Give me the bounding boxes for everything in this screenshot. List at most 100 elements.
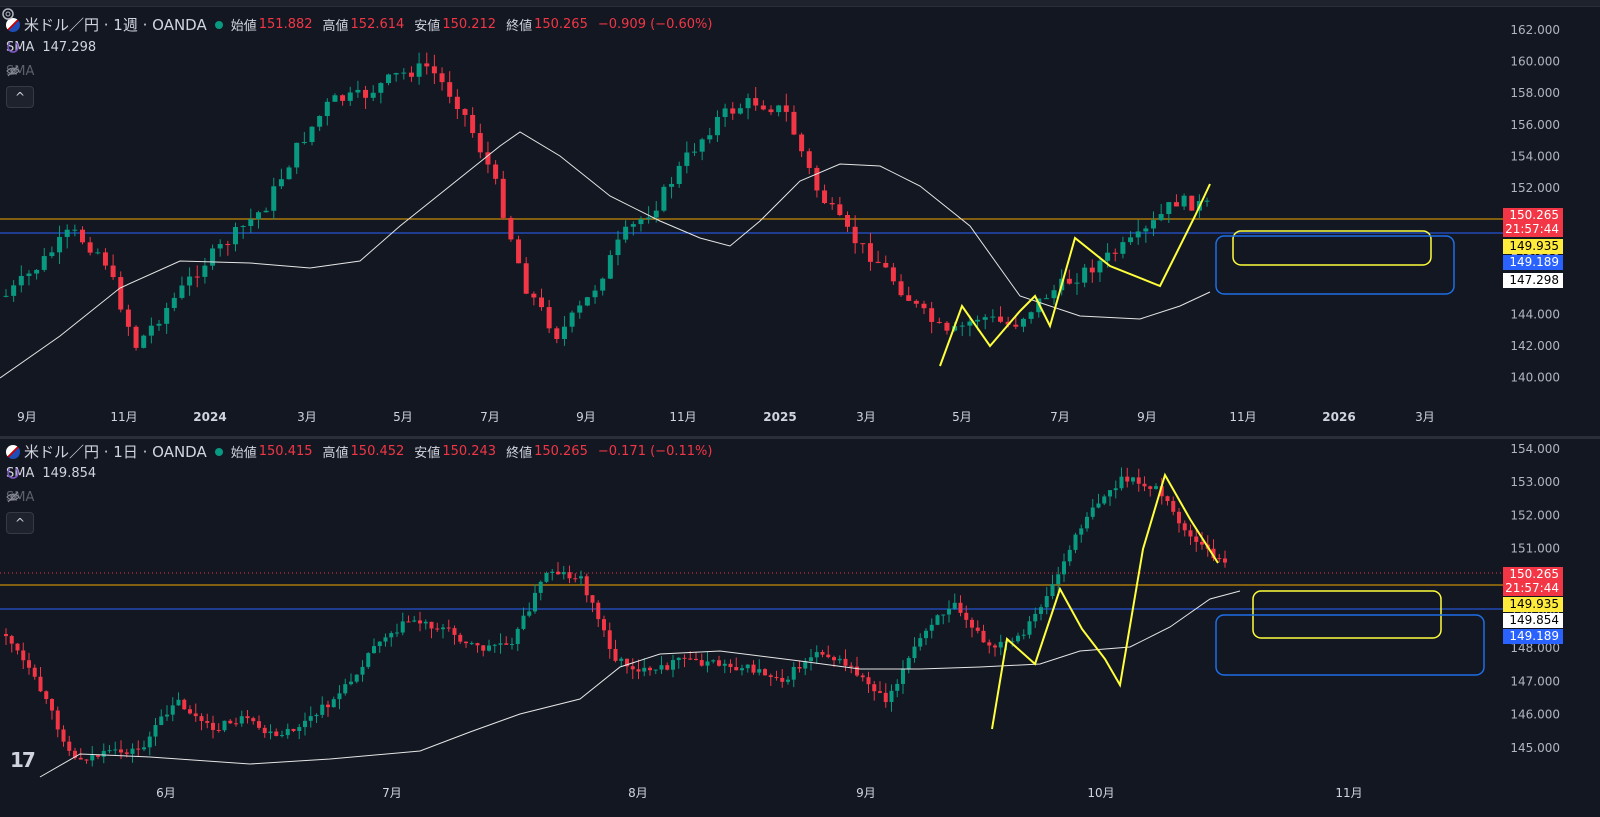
sma-indicator-row[interactable]: SMA 147.298 — [6, 40, 96, 55]
candle-body — [202, 265, 208, 277]
candle-body — [883, 692, 888, 703]
candle-body — [156, 323, 162, 326]
candle-body — [372, 646, 376, 654]
candle-body — [408, 72, 414, 77]
candle-body — [1102, 496, 1107, 504]
high-value: 150.452 — [350, 444, 405, 459]
collapse-legend-button[interactable]: ^ — [6, 512, 34, 534]
candle-body — [1135, 231, 1141, 238]
candle-body — [1113, 488, 1118, 491]
candle-body — [797, 666, 802, 669]
candle-body — [912, 646, 917, 659]
candle-body — [205, 721, 210, 723]
candle-body — [278, 179, 284, 187]
candle-body — [959, 325, 965, 327]
candle-body — [101, 750, 106, 757]
candle-body — [929, 624, 934, 631]
time-axis-label: 11月 — [1335, 786, 1362, 800]
close-price-tag: 150.265 — [1503, 567, 1563, 582]
time-axis-label: 9月 — [1137, 410, 1157, 424]
candle-body — [1136, 477, 1141, 484]
price-axis-label: 156.000 — [1510, 118, 1560, 132]
weekly-chart-canvas[interactable]: 162.000 160.000 158.000 156.000 154.000 152.0… — [0, 6, 1600, 436]
daily-chart-pane[interactable]: 154.000153.000152.000151.000150.000149.0… — [0, 439, 1600, 817]
candle-body — [87, 242, 93, 253]
candle-body — [324, 101, 330, 117]
candle-body — [133, 326, 139, 348]
candle-body — [412, 620, 417, 622]
candle-body — [982, 317, 988, 320]
candle-body — [584, 576, 589, 596]
candle-body — [1062, 561, 1066, 575]
time-axis-label: 5月 — [952, 410, 972, 424]
collapse-legend-button[interactable]: ^ — [6, 86, 34, 108]
candle-body — [1154, 486, 1158, 489]
candle-body — [475, 643, 480, 646]
candle-body — [1043, 298, 1049, 300]
sma-loading-icon[interactable] — [6, 40, 20, 54]
candle-body — [349, 681, 353, 685]
candle-body — [906, 658, 911, 669]
price-axis-label: 152.000 — [1510, 508, 1560, 522]
candle-body — [1120, 242, 1126, 254]
candle-body — [217, 244, 223, 249]
candle-body — [1028, 312, 1034, 319]
candle-body — [860, 243, 866, 245]
symbol-title[interactable]: 米ドル／円 · 1日 · OANDA — [24, 443, 207, 461]
candle-body — [918, 638, 923, 647]
candle-body — [188, 709, 192, 714]
sma-hidden-indicator-row[interactable]: SMA — [6, 64, 42, 79]
candle-body — [1073, 534, 1078, 550]
candle-body — [90, 755, 95, 761]
candle-body — [1151, 220, 1156, 229]
candle-body — [1142, 483, 1147, 487]
weekly-legend: 米ドル／円 · 1週 · OANDA 始値 151.882 高値 152.614 安… — [6, 14, 712, 35]
candle-body — [745, 98, 751, 109]
daily-chart-canvas[interactable]: 154.000153.000152.000151.000150.000149.0… — [0, 439, 1600, 817]
sma-loading-icon[interactable] — [6, 466, 20, 480]
close-price-tag: 150.265 — [1503, 208, 1563, 223]
candle-body — [1027, 621, 1032, 635]
eye-hidden-icon[interactable] — [6, 64, 20, 78]
price-axis-label: 151.000 — [1510, 542, 1560, 556]
chevron-up-icon: ^ — [14, 90, 26, 104]
blue-zone-box — [1215, 614, 1485, 676]
candle-body — [343, 684, 348, 694]
candle-body — [38, 676, 43, 692]
tradingview-logo[interactable]: 17 — [10, 748, 36, 772]
weekly-chart-pane[interactable]: 162.000 160.000 158.000 156.000 154.000 152.0… — [0, 6, 1600, 436]
candle-body — [676, 657, 681, 661]
candle-body — [263, 210, 269, 213]
candle-body — [783, 105, 789, 112]
candle-body — [125, 309, 131, 327]
candle-body — [987, 642, 992, 646]
candle-body — [947, 608, 951, 615]
candle-body — [439, 73, 445, 83]
candle-body — [890, 267, 896, 282]
candle-body — [684, 152, 690, 166]
candle-body — [625, 658, 629, 667]
candle-body — [791, 111, 797, 135]
countdown-tag: 21:57:44 — [1503, 581, 1563, 596]
symbol-title[interactable]: 米ドル／円 · 1週 · OANDA — [24, 16, 207, 34]
sma-indicator-row[interactable]: SMA 149.854 — [6, 466, 96, 481]
candle-body — [1148, 486, 1153, 489]
candle-body — [366, 653, 371, 667]
candle-body — [990, 316, 996, 318]
candle-body — [1143, 228, 1149, 232]
candle-body — [646, 217, 652, 220]
eye-hidden-icon[interactable] — [6, 490, 20, 504]
candle-body — [1074, 282, 1080, 284]
candle-body — [515, 628, 520, 645]
candle-body — [607, 255, 613, 279]
candle-body — [446, 627, 451, 629]
pane-divider[interactable] — [0, 436, 1600, 439]
settings-gear-icon[interactable] — [0, 6, 16, 22]
candle-body — [913, 300, 919, 304]
candle-body — [730, 108, 736, 114]
candle-body — [613, 648, 618, 661]
time-axis-label: 10月 — [1087, 786, 1114, 800]
candle-body — [516, 239, 522, 264]
candle-body — [18, 275, 24, 286]
sma-hidden-indicator-row[interactable]: SMA — [6, 490, 42, 505]
